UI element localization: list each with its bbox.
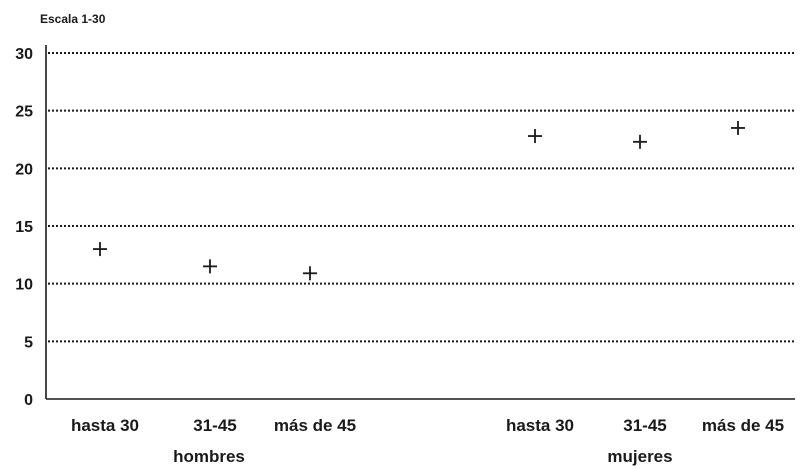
- category-label: más de 45: [702, 416, 784, 435]
- tick-label-layer: 0 5 10 15 20 25 30: [15, 46, 33, 409]
- group-label-layer: hombres mujeres: [173, 447, 673, 466]
- marker-layer: [93, 120, 745, 281]
- grid-layer: [48, 52, 795, 343]
- category-label: 31-45: [623, 416, 666, 435]
- y-tick-label: 10: [15, 277, 33, 294]
- data-point: [731, 120, 745, 135]
- group-label: hombres: [173, 447, 245, 466]
- y-tick-label: 15: [15, 219, 33, 236]
- axis-layer: [45, 45, 795, 400]
- y-tick-label: 20: [15, 161, 33, 178]
- data-point: [93, 242, 107, 257]
- category-label: hasta 30: [506, 416, 574, 435]
- y-tick-label: 5: [24, 334, 33, 351]
- data-point: [203, 259, 217, 274]
- data-point: [633, 134, 647, 149]
- y-tick-label: 0: [24, 392, 33, 409]
- y-tick-label: 30: [15, 46, 33, 63]
- group-label: mujeres: [607, 447, 672, 466]
- data-point: [528, 129, 542, 144]
- category-label-layer: hasta 30 31-45 más de 45 hasta 30 31-45 más d…: [71, 416, 784, 435]
- unit-label: Escala 1-30: [40, 12, 106, 26]
- category-label: hasta 30: [71, 416, 139, 435]
- y-tick-label: 25: [15, 104, 33, 121]
- category-label: más de 45: [274, 416, 356, 435]
- category-label: 31-45: [193, 416, 236, 435]
- data-point: [303, 266, 317, 281]
